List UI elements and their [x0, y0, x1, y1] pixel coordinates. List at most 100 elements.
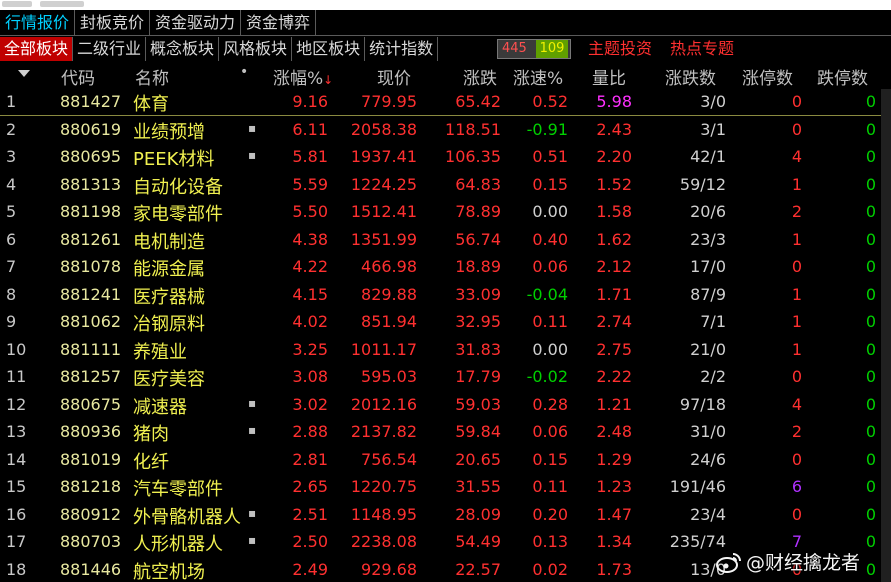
hot-topics-link[interactable]: 热点专题 [670, 39, 735, 58]
change-speed: -0.04 [526, 284, 568, 304]
limit-up-count: 2 [791, 422, 802, 441]
header-limit-up[interactable]: 涨停数 [742, 69, 793, 89]
tab-divider [0, 35, 891, 36]
header-name[interactable]: 名称 [135, 69, 169, 89]
table-row[interactable]: 17 880703 人形机器人 ▪ 2.50 2238.08 54.49 0.13 1.34 23… [0, 529, 891, 556]
advance-decline: 42/1 [690, 147, 726, 166]
sector-name: 电机制造 [133, 231, 205, 253]
header-pct-label: 涨幅% [273, 69, 324, 89]
sector-name: PEEK材料 [133, 149, 215, 170]
limit-up-count: 1 [791, 339, 802, 359]
current-price: 1937.41 [350, 147, 417, 166]
header-change[interactable]: 涨跌 [463, 69, 497, 89]
row-number: 11 [6, 367, 27, 386]
table-row[interactable]: 7 881078 能源金属 4.22 466.98 18.89 0.06 2.12 17/0 0 0 [0, 254, 891, 281]
header-speed[interactable]: 涨速% [513, 69, 564, 89]
volume-ratio: 1.29 [596, 449, 632, 469]
table-row[interactable]: 14 881019 化纤 2.81 756.54 20.65 0.15 1.29 24/6 0 0 [0, 447, 891, 474]
tab-sub-industry[interactable]: 二级行业 [73, 37, 147, 61]
sector-name: 自动化设备 [133, 176, 223, 198]
header-limit-down[interactable]: 跌停数 [817, 69, 868, 89]
current-price: 466.98 [361, 257, 417, 276]
tab-fund-game[interactable]: 资金博弈 [241, 10, 317, 36]
limit-down-count: 0 [865, 394, 876, 414]
change-speed: 0.06 [532, 422, 568, 441]
limit-up-count: 0 [791, 257, 802, 276]
volume-ratio: 1.34 [596, 532, 632, 551]
row-number: 12 [6, 394, 27, 414]
table-row[interactable]: 1 881427 体育 9.16 779.95 65.42 0.52 5.98 3/0 0 0 [0, 89, 891, 116]
table-row[interactable]: 10 881111 养殖业 3.25 1011.17 31.83 0.00 2.75 21/0 1… [0, 337, 891, 364]
table-row[interactable]: 11 881257 医疗美容 3.08 595.03 17.79 -0.02 2.22 2/2 0… [0, 364, 891, 391]
change-speed: -0.91 [526, 119, 568, 139]
row-number: 17 [6, 532, 27, 551]
sector-code: 881111 [60, 339, 122, 359]
volume-ratio: 1.21 [596, 394, 632, 414]
current-price: 756.54 [361, 449, 417, 469]
row-marker: ▪ [248, 148, 257, 162]
volume-ratio: 2.12 [596, 257, 632, 276]
tab-region[interactable]: 地区板块 [292, 37, 366, 61]
tab-concept[interactable]: 概念板块 [146, 37, 220, 61]
advance-decline-counter: 445 109 [497, 39, 571, 59]
pct-change: 3.02 [292, 394, 328, 414]
sort-menu-icon[interactable] [18, 70, 30, 77]
sector-name: 人形机器人 [133, 534, 223, 555]
change-speed: 0.11 [532, 477, 568, 496]
table-row[interactable]: 4 881313 自动化设备 5.59 1224.25 64.83 0.15 1.52 59/1… [0, 172, 891, 199]
scrollbar[interactable] [881, 89, 891, 582]
sector-name: 航空机场 [133, 561, 205, 582]
tab-fund-drive[interactable]: 资金驱动力 [150, 10, 242, 36]
current-price: 595.03 [361, 367, 417, 386]
pct-change: 5.81 [292, 147, 328, 166]
header-code[interactable]: 代码 [61, 69, 95, 89]
sector-name: 外骨骼机器人 [133, 506, 241, 528]
limit-up-count: 1 [791, 229, 802, 249]
table-row[interactable]: 6 881261 电机制造 4.38 1351.99 56.74 0.40 1.62 23/3 1… [0, 227, 891, 254]
header-vol-ratio[interactable]: 量比 [592, 69, 626, 89]
advance-decline: 20/6 [690, 202, 726, 221]
row-number: 6 [6, 229, 17, 249]
tab-stat-index[interactable]: 统计指数 [365, 37, 439, 61]
change-speed: 0.52 [532, 92, 568, 111]
limit-down-count: 0 [865, 449, 876, 469]
table-row[interactable]: 13 880936 猪肉 ▪ 2.88 2137.82 59.84 0.06 2.48 31/0 2… [0, 419, 891, 446]
table-row[interactable]: 18 881446 航空机场 2.49 929.68 22.57 0.02 1.73 13/0 0… [0, 557, 891, 582]
sort-desc-icon: ↓ [323, 73, 334, 87]
tab-quotes[interactable]: 行情报价 [0, 10, 76, 36]
change-speed: 0.15 [532, 449, 568, 469]
advance-decline: 23/4 [690, 504, 726, 524]
theme-invest-link[interactable]: 主题投资 [588, 39, 653, 58]
table-row[interactable]: 8 881241 医疗器械 4.15 829.88 33.09 -0.04 1.71 87/9 1… [0, 282, 891, 309]
table-row[interactable]: 9 881062 冶钢原料 4.02 851.94 32.95 0.11 2.74 7/1 1 0 [0, 309, 891, 336]
advance-decline: 7/1 [700, 312, 726, 331]
table-row[interactable]: 12 880675 减速器 ▪ 3.02 2012.16 59.03 0.28 1.21 97/1… [0, 392, 891, 419]
table-row[interactable]: 2 880619 业绩预增 ▪ 6.11 2058.38 118.51 -0.91 2.43 3/… [0, 117, 891, 144]
sector-code: 881427 [60, 92, 122, 111]
row-number: 14 [6, 449, 27, 469]
change-speed: 0.28 [532, 394, 568, 414]
limit-down-count: 0 [865, 119, 876, 139]
table-row[interactable]: 5 881198 家电零部件 5.50 1512.41 78.89 0.00 1.58 20/6… [0, 199, 891, 226]
header-price[interactable]: 现价 [377, 69, 411, 89]
tab-style[interactable]: 风格板块 [219, 37, 293, 61]
tab-all-sectors[interactable]: 全部板块 [0, 37, 74, 61]
table-row[interactable]: 16 880912 外骨骼机器人 ▪ 2.51 1148.95 28.09 0.20 1.47 2… [0, 502, 891, 529]
watermark-text: @财经擒龙者 [746, 552, 861, 574]
limit-up-count: 1 [791, 284, 802, 304]
row-number: 15 [6, 477, 27, 496]
advance-count: 445 [502, 41, 527, 56]
tab-auction[interactable]: 封板竞价 [75, 10, 151, 36]
current-price: 829.88 [361, 284, 417, 304]
limit-up-count: 2 [791, 202, 802, 221]
advance-decline: 2/2 [700, 367, 726, 386]
current-price: 1148.95 [350, 504, 417, 524]
header-pct[interactable]: 涨幅%↓ [273, 64, 333, 89]
sector-name: 养殖业 [133, 341, 187, 363]
table-row[interactable]: 3 880695 PEEK材料 ▪ 5.81 1937.41 106.35 0.51 2.20 4… [0, 144, 891, 171]
sector-name: 化纤 [133, 451, 169, 473]
table-row[interactable]: 15 881218 汽车零部件 2.65 1220.75 31.55 0.11 1.23 191… [0, 474, 891, 501]
header-adv-dec[interactable]: 涨跌数 [665, 69, 716, 89]
price-change: 56.74 [455, 229, 501, 249]
table-header: 代码 名称 • 涨幅%↓ 现价 涨跌 涨速% 量比 涨跌数 涨停数 跌停数 [0, 63, 891, 89]
